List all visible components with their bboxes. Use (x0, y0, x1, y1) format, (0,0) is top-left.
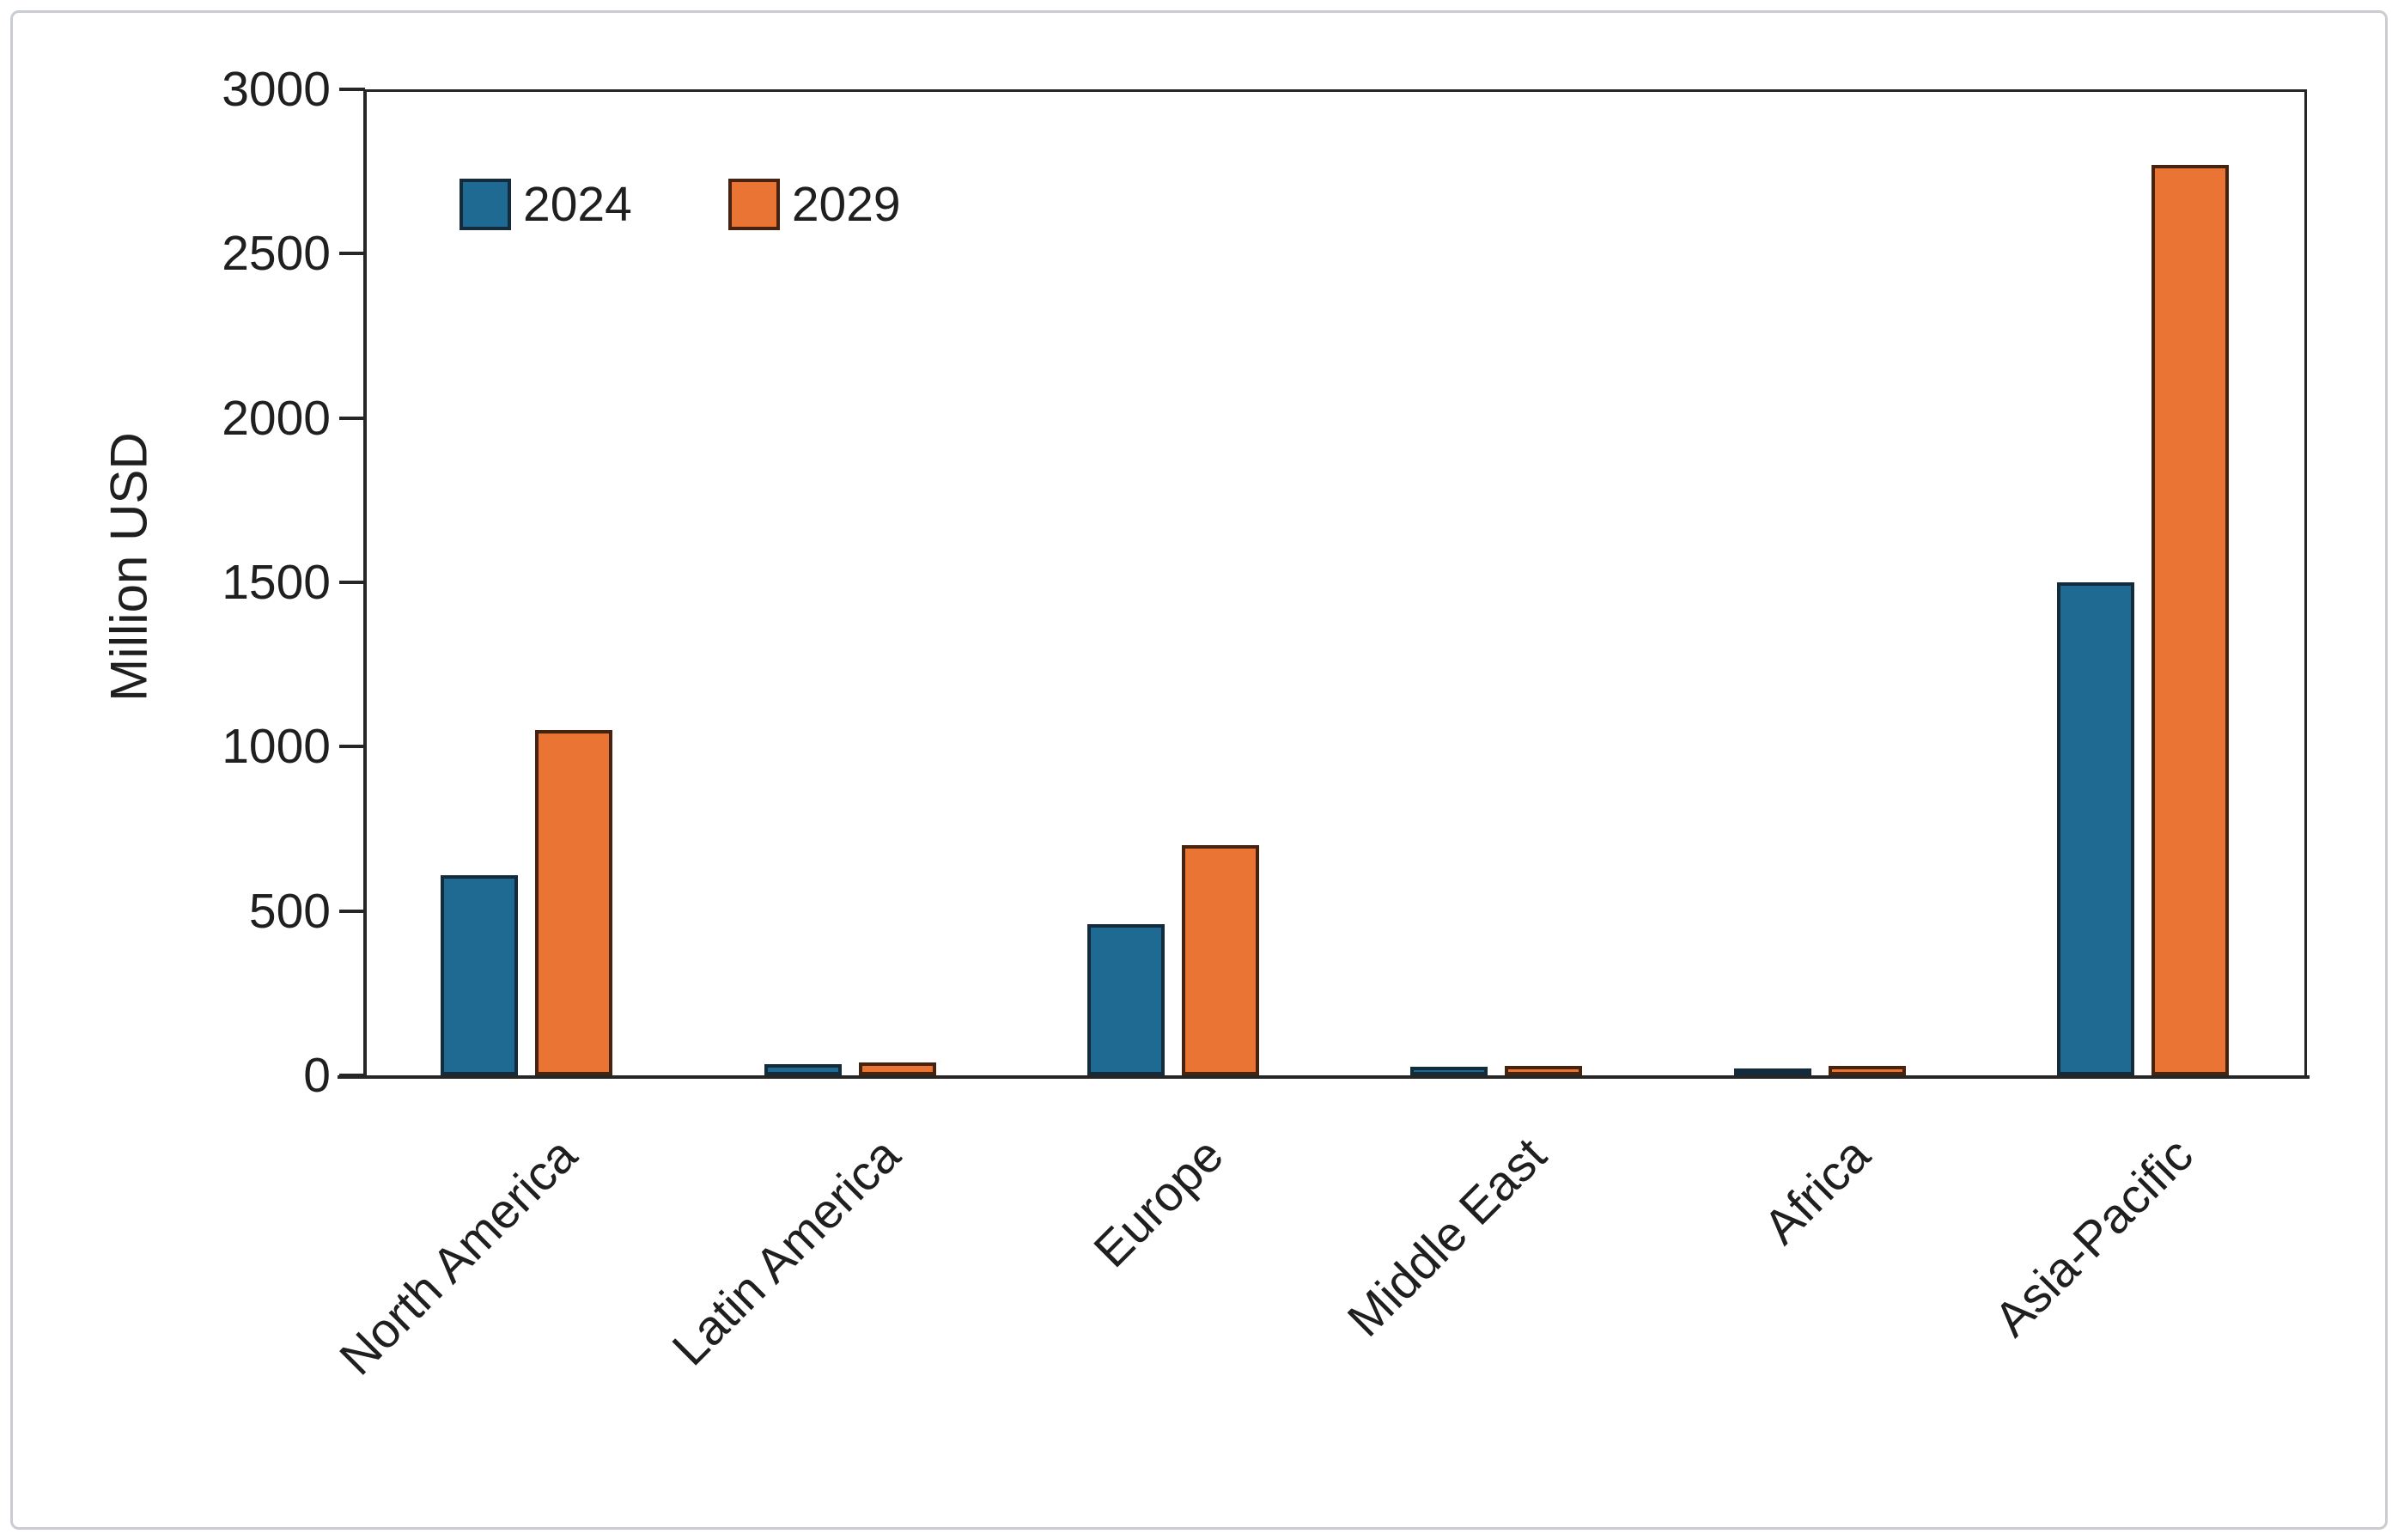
y-tick-mark (339, 416, 365, 420)
legend-entry-2024: 2024 (460, 176, 632, 233)
bar-2024-north-america (441, 874, 519, 1075)
legend-swatch-2024 (460, 179, 511, 230)
y-axis-line (363, 89, 367, 1079)
legend-label-2029: 2029 (791, 177, 901, 232)
y-tick-mark (339, 745, 365, 749)
bar-2029-north-america (535, 730, 613, 1075)
bar-2029-asia-pacific (2151, 165, 2229, 1075)
y-tick-label: 2000 (222, 390, 331, 446)
plot-top-border (363, 89, 2307, 92)
y-tick-mark (339, 88, 365, 91)
bar-2029-middle-east (1505, 1065, 1583, 1075)
bar-2024-asia-pacific (2056, 582, 2134, 1075)
x-axis-line (338, 1075, 2310, 1079)
bar-2024-europe (1086, 923, 1165, 1075)
y-tick-label: 3000 (222, 62, 331, 117)
bar-2029-latin-america (858, 1062, 936, 1075)
y-tick-label: 2500 (222, 226, 331, 282)
outer-frame (10, 10, 2388, 1530)
bar-2024-africa (1733, 1068, 1811, 1076)
bar-2024-middle-east (1410, 1067, 1488, 1075)
y-tick-mark (339, 252, 365, 256)
legend-label-2024: 2024 (523, 177, 632, 232)
bar-2029-europe (1181, 845, 1259, 1075)
y-axis-title: Million USD (100, 432, 158, 702)
legend-entry-2029: 2029 (727, 176, 901, 233)
y-tick-mark (339, 581, 365, 584)
y-tick-label: 0 (303, 1048, 331, 1103)
legend: 2024 2029 (460, 176, 901, 233)
plot-right-border (2304, 89, 2307, 1077)
y-tick-label: 1500 (222, 555, 331, 610)
y-tick-label: 500 (248, 883, 331, 939)
bar-2024-latin-america (764, 1063, 842, 1075)
y-tick-label: 1000 (222, 719, 331, 775)
y-tick-mark (339, 909, 365, 913)
legend-swatch-2029 (727, 179, 780, 230)
bar-2029-africa (1828, 1065, 1906, 1075)
